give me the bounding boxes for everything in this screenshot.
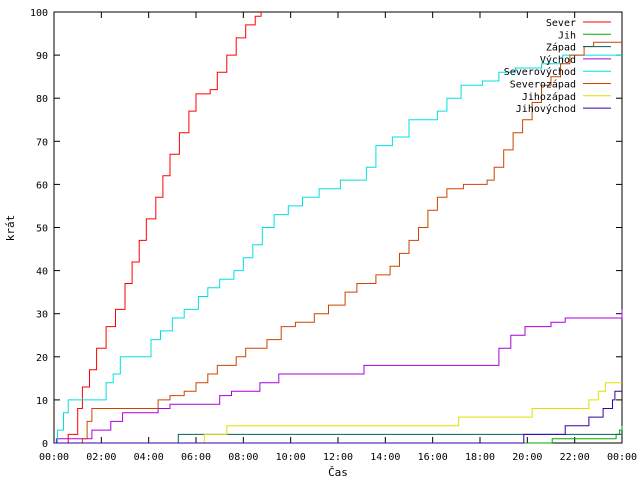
legend-label-jih: Jih bbox=[558, 30, 576, 41]
x-tick-label: 12:00 bbox=[323, 452, 353, 463]
y-tick-label: 90 bbox=[36, 51, 48, 62]
y-tick-label: 0 bbox=[42, 439, 48, 450]
x-tick-label: 18:00 bbox=[465, 452, 495, 463]
y-tick-label: 70 bbox=[36, 137, 48, 148]
legend-label-sever: Sever bbox=[546, 18, 576, 29]
series-line-jih bbox=[54, 425, 623, 444]
y-tick-label: 20 bbox=[36, 353, 48, 364]
legend-label-jihozapad: Jihozápad bbox=[522, 91, 576, 103]
x-tick-label: 08:00 bbox=[228, 452, 258, 463]
x-tick-label: 10:00 bbox=[276, 452, 306, 463]
x-tick-label: 14:00 bbox=[370, 452, 400, 463]
x-tick-label: 02:00 bbox=[86, 452, 116, 463]
series-line-sever bbox=[54, 12, 262, 444]
y-tick-label: 40 bbox=[36, 267, 48, 278]
legend-label-jihovychod: Jihovýchod bbox=[516, 103, 576, 115]
y-tick-label: 80 bbox=[36, 94, 48, 105]
series-line-jihozapad bbox=[54, 382, 622, 444]
legend-label-severovychod: Severovýchod bbox=[504, 66, 576, 78]
x-tick-label: 00:00 bbox=[607, 452, 637, 463]
series-line-vychod bbox=[54, 309, 623, 444]
x-axis-label: Čas bbox=[328, 466, 348, 479]
series-lines bbox=[54, 12, 623, 444]
series-line-jihovychod bbox=[54, 390, 622, 444]
legend-label-zapad: Západ bbox=[546, 42, 576, 54]
legend: SeverJihZápadVýchodSeverovýchodSeverozáp… bbox=[504, 18, 611, 115]
axis-ticks: 0 10 20 30 40 50 60 70 80 90 100 00:00 02:00 04:00 06:… bbox=[30, 8, 637, 463]
x-tick-label: 00:00 bbox=[39, 452, 69, 463]
y-tick-label: 100 bbox=[30, 8, 48, 19]
y-axis-label: krát bbox=[4, 215, 17, 242]
y-tick-label: 60 bbox=[36, 180, 48, 191]
x-tick-label: 22:00 bbox=[560, 452, 590, 463]
y-tick-label: 10 bbox=[36, 396, 48, 407]
series-line-severovychod bbox=[54, 54, 622, 444]
x-tick-label: 16:00 bbox=[418, 452, 448, 463]
x-tick-label: 20:00 bbox=[512, 452, 542, 463]
x-tick-label: 06:00 bbox=[181, 452, 211, 463]
y-tick-label: 30 bbox=[36, 310, 48, 321]
legend-label-vychod: Východ bbox=[540, 54, 576, 66]
series-line-severozapad bbox=[54, 41, 622, 444]
legend-label-severozapad: Severozápad bbox=[510, 79, 576, 91]
y-tick-label: 50 bbox=[36, 224, 48, 235]
x-tick-label: 04:00 bbox=[134, 452, 164, 463]
